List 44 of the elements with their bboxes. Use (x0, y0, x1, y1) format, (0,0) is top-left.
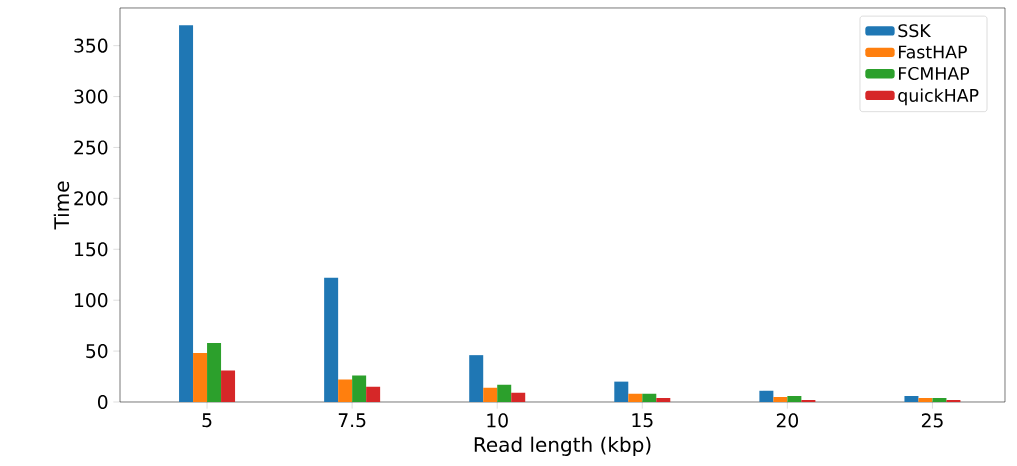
bar (193, 353, 208, 402)
x-tick-label: 5 (202, 413, 212, 428)
bar (773, 396, 788, 402)
bar (179, 25, 194, 402)
y-tick-label: 200 (74, 191, 108, 206)
bar (511, 392, 526, 402)
bar (642, 393, 657, 402)
bar (946, 399, 961, 402)
bar (656, 397, 671, 402)
x-tick-label: 25 (921, 413, 943, 428)
legend-label: FastHAP (899, 45, 967, 59)
bar (787, 395, 802, 402)
bar (469, 355, 484, 402)
legend-label: SSK (898, 24, 932, 38)
bar (918, 397, 933, 402)
y-tick-label: 150 (75, 242, 108, 257)
bar (628, 393, 643, 402)
bar (352, 375, 367, 402)
bar (221, 370, 236, 402)
bar (904, 395, 919, 402)
bar (759, 390, 774, 402)
y-tick-label: 300 (74, 89, 108, 104)
x-axis-title: Read length (kbp) (474, 436, 651, 456)
y-tick-label: 250 (74, 140, 108, 155)
x-tick-label: 20 (776, 413, 799, 428)
bar (801, 399, 816, 402)
y-tick-label: 50 (86, 344, 108, 359)
bar (614, 381, 629, 402)
y-axis-title: Time (53, 181, 70, 230)
bar (497, 384, 512, 402)
bar (207, 342, 222, 402)
bar (483, 387, 498, 402)
y-tick-label: 100 (75, 293, 108, 308)
legend-label: quickHAP (898, 88, 979, 106)
x-tick-label: 15 (632, 413, 653, 428)
y-tick-label: 350 (74, 38, 108, 53)
y-tick-label: 0 (97, 394, 108, 410)
bar (338, 379, 353, 402)
bar (932, 397, 947, 402)
x-tick-label: 7.5 (338, 413, 366, 428)
x-tick-label: 10 (487, 413, 508, 428)
bar (366, 386, 381, 402)
bar (324, 277, 339, 402)
legend-label: FCMHAP (899, 66, 970, 81)
